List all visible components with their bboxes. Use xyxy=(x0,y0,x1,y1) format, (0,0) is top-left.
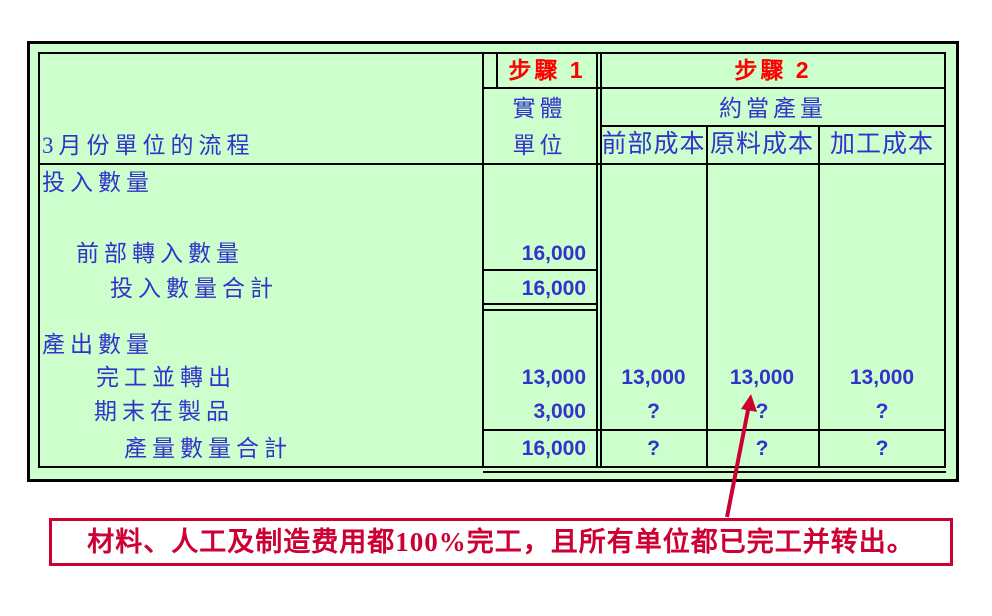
grid-line xyxy=(818,125,820,468)
value-conversion-output-total: ? xyxy=(875,437,889,460)
row-label-transferred-in: 前部轉入數量 xyxy=(76,241,244,266)
table-frame xyxy=(27,41,959,482)
row-label-ending-wip: 期末在製品 xyxy=(94,399,234,424)
row-label-output-total: 產量數量合計 xyxy=(124,436,292,461)
value-conversion-ending-wip: ? xyxy=(875,400,889,423)
physical-units-header-line1: 實體 xyxy=(512,96,567,121)
value-unit-ending-wip: 3,000 xyxy=(533,400,586,423)
value-prior-ending-wip: ? xyxy=(647,400,660,423)
grid-line xyxy=(944,52,946,468)
grid-line xyxy=(483,87,946,89)
value-unit-output-total: 16,000 xyxy=(521,437,586,460)
step2-header: 步驟 2 xyxy=(734,57,812,83)
table-title: 3月份單位的流程 xyxy=(42,133,255,158)
step1-header: 步驟 1 xyxy=(508,57,586,83)
value-prior-output-total: ? xyxy=(647,437,660,460)
column-header-prior-cost: 前部成本 xyxy=(601,131,706,158)
grid-line xyxy=(38,52,946,54)
row-label-input-total: 投入數量合計 xyxy=(110,276,278,301)
grid-line xyxy=(483,471,946,473)
value-prior-completed: 13,000 xyxy=(621,366,686,389)
grid-line xyxy=(483,309,597,311)
column-header-material-cost: 原料成本 xyxy=(709,131,814,158)
value-unit-completed: 13,000 xyxy=(521,366,586,389)
grid-line xyxy=(482,52,484,468)
row-label-completed-transferred-out: 完工並轉出 xyxy=(96,365,236,390)
equivalent-units-header: 約當產量 xyxy=(719,96,827,121)
row-label-input-qty: 投入數量 xyxy=(42,170,154,195)
grid-line xyxy=(706,125,708,468)
grid-line xyxy=(483,429,946,431)
grid-line xyxy=(496,52,498,89)
grid-line xyxy=(38,466,946,468)
grid-line xyxy=(601,125,946,127)
grid-line xyxy=(483,303,597,305)
value-conversion-completed: 13,000 xyxy=(849,366,915,389)
grid-line xyxy=(483,269,597,271)
value-material-output-total: ? xyxy=(755,437,769,460)
value-unit-input-total: 16,000 xyxy=(521,277,586,300)
row-label-output-qty: 產出數量 xyxy=(42,332,154,357)
grid-line xyxy=(38,52,40,468)
physical-units-header-line2: 單位 xyxy=(512,133,567,158)
annotation-box: 材料、人工及制造费用都100%完工，且所有单位都已完工并转出。 xyxy=(49,518,953,566)
value-material-ending-wip: ? xyxy=(755,400,769,423)
value-unit-transferred-in: 16,000 xyxy=(521,242,586,265)
value-material-completed: 13,000 xyxy=(729,366,795,389)
grid-line xyxy=(600,52,602,468)
column-header-conversion-cost: 加工成本 xyxy=(829,131,934,158)
grid-line xyxy=(38,163,946,165)
grid-line xyxy=(596,52,598,468)
